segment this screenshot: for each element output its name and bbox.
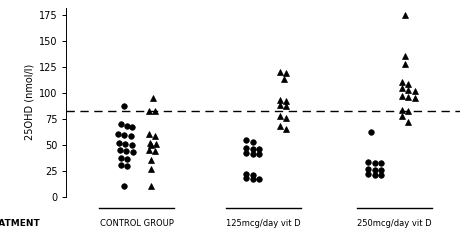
Text: CONTROL GROUP: CONTROL GROUP <box>100 219 173 228</box>
Text: TREATMENT: TREATMENT <box>0 219 41 228</box>
Text: 250mcg/day vit D: 250mcg/day vit D <box>357 219 431 228</box>
Y-axis label: 25OHD (nmol/l): 25OHD (nmol/l) <box>25 64 35 140</box>
Text: 125mcg/day vit D: 125mcg/day vit D <box>226 219 301 228</box>
